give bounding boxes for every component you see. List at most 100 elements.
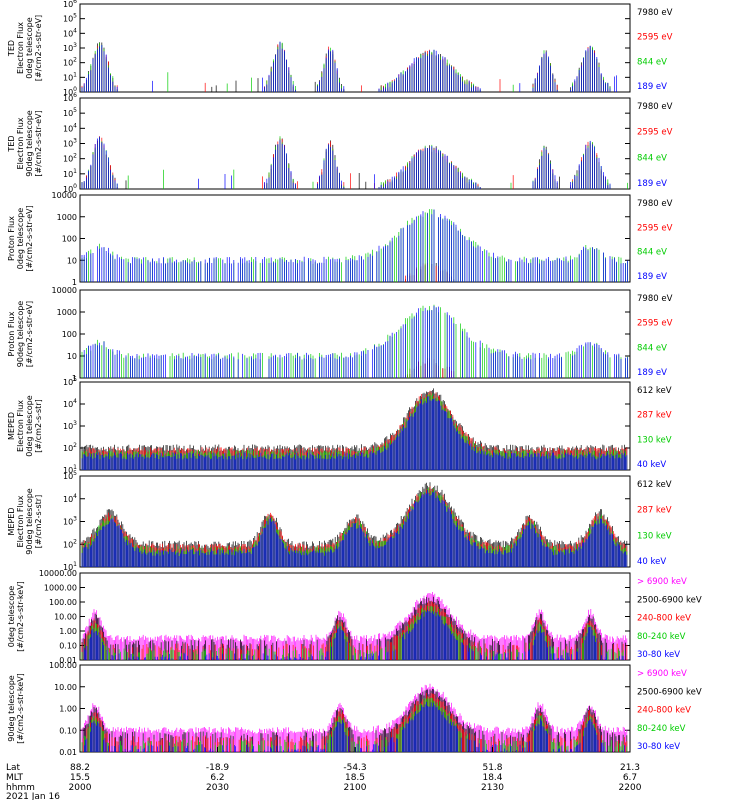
y-tick-label: 100 — [62, 330, 77, 339]
y-axis-label: MEPED — [7, 412, 16, 440]
series-trace — [84, 609, 624, 660]
y-tick-label: 101 — [63, 168, 77, 179]
legend-entry: 2595 eV — [637, 33, 673, 43]
y-axis-label: [#/cm2-s-str-eV] — [25, 205, 34, 271]
y-tick-label: 105 — [63, 376, 77, 387]
series-trace — [81, 41, 617, 92]
legend-entry: 7980 eV — [637, 102, 673, 112]
y-tick-label: 103 — [63, 420, 77, 431]
y-tick-label: 1.00 — [59, 627, 77, 636]
y-axis-label: Electron Flux — [16, 495, 25, 547]
x-tick-lat: 51.8 — [482, 763, 502, 773]
x-tick-lat: 88.2 — [70, 763, 90, 773]
legend-entry: 844 eV — [637, 57, 667, 67]
y-tick-label: 100.00 — [49, 661, 77, 670]
y-tick-label: 0.10 — [59, 726, 77, 735]
y-axis-label: 0deg telescope — [25, 17, 34, 78]
x-tick-hhmm: 2100 — [344, 783, 367, 793]
x-tick-mlt: 6.7 — [623, 773, 637, 783]
y-axis-label: [#/cm2-s-str-keV] — [16, 581, 25, 652]
x-tick-hhmm: 2030 — [206, 783, 229, 793]
legend-entry: 2595 eV — [637, 128, 673, 138]
series-trace — [81, 209, 628, 282]
y-axis-label: 0deg telescope — [7, 586, 16, 647]
y-tick-label: 1 — [72, 374, 77, 383]
y-axis-label: Electron Flux — [16, 22, 25, 74]
legend-entry: 189 eV — [637, 368, 667, 378]
y-axis-label: Proton Flux — [7, 216, 16, 261]
series-trace — [81, 42, 611, 92]
legend-entry: 240-800 keV — [637, 706, 691, 716]
y-tick-label: 1 — [72, 278, 77, 287]
y-axis-label: 90deg telescope — [16, 301, 25, 368]
y-tick-label: 104 — [63, 398, 77, 409]
series-trace — [81, 136, 611, 189]
y-tick-label: 10 — [67, 256, 77, 265]
x-tick-hhmm: 2200 — [619, 783, 642, 793]
y-tick-label: 10.00 — [54, 613, 77, 622]
legend-entry: 240-800 keV — [637, 614, 691, 624]
date-label: 2021 Jan 16 — [6, 792, 60, 800]
y-tick-label: 104 — [63, 493, 77, 504]
y-tick-label: 0.01 — [59, 656, 77, 665]
y-axis-label: Proton Flux — [7, 311, 16, 356]
legend-entry: 612 keV — [637, 386, 672, 396]
y-tick-label: 102 — [63, 538, 77, 549]
y-tick-label: 1000 — [57, 308, 77, 317]
legend-entry: 287 keV — [637, 411, 672, 421]
x-row-label: hhmm — [6, 783, 35, 793]
y-tick-label: 104 — [63, 122, 77, 133]
y-tick-label: 0.01 — [59, 748, 77, 757]
y-tick-label: 102 — [63, 442, 77, 453]
y-tick-label: 103 — [63, 42, 77, 53]
legend-entry: 189 eV — [637, 179, 667, 189]
x-row-label: Lat — [6, 763, 21, 773]
y-axis-label: 90deg telescope — [25, 110, 34, 177]
x-tick-lat: 21.3 — [620, 763, 640, 773]
y-axis-label: 0deg telescope — [25, 395, 34, 456]
legend-entry: 30-80 keV — [637, 650, 680, 660]
panel-frame — [79, 3, 631, 93]
series-trace — [81, 42, 611, 92]
y-axis-label: [#/cm2-s-str-eV] — [25, 301, 34, 367]
y-axis-label: Electron Flux — [16, 400, 25, 452]
series-trace — [81, 396, 628, 470]
y-tick-label: 104 — [63, 27, 77, 38]
x-tick-lat: -18.9 — [206, 763, 230, 773]
y-tick-label: 100 — [62, 235, 77, 244]
y-axis-label: [#/cm2-s-str] — [34, 495, 43, 548]
legend-entry: 612 keV — [637, 480, 672, 490]
y-tick-label: 106 — [63, 92, 77, 103]
legend-entry: 287 keV — [637, 506, 672, 516]
legend-entry: 2595 eV — [637, 319, 673, 329]
y-tick-label: 10.00 — [54, 683, 77, 692]
legend-entry: 80-240 keV — [637, 724, 686, 734]
legend-entry: 40 keV — [637, 460, 666, 470]
y-axis-label: [#/cm2-s-str-eV] — [34, 15, 43, 81]
panel-frame — [79, 97, 631, 190]
y-tick-label: 10 — [67, 352, 77, 361]
x-tick-hhmm: 2000 — [69, 783, 92, 793]
y-axis-label: 0deg telescope — [16, 208, 25, 269]
y-tick-label: 101 — [63, 71, 77, 82]
legend-entry: > 6900 keV — [637, 577, 687, 587]
series-trace — [81, 490, 628, 567]
x-tick-mlt: 6.2 — [210, 773, 224, 783]
legend-entry: 844 eV — [637, 153, 667, 163]
legend-entry: 40 keV — [637, 557, 666, 567]
y-tick-label: 105 — [63, 13, 77, 24]
y-tick-label: 1000 — [57, 213, 77, 222]
y-tick-label: 100 — [63, 183, 77, 194]
y-tick-label: 105 — [63, 107, 77, 118]
y-axis-label: [#/cm2-s-str-eV] — [34, 110, 43, 176]
y-tick-label: 103 — [63, 516, 77, 527]
y-axis-label: [#/cm2-s-str-keV] — [16, 673, 25, 744]
legend-entry: 7980 eV — [637, 294, 673, 304]
y-axis-label: MEPED — [7, 508, 16, 536]
series-trace — [81, 137, 611, 189]
y-tick-label: 102 — [63, 153, 77, 164]
legend-entry: 2500-6900 keV — [637, 687, 702, 697]
legend-entry: 189 eV — [637, 82, 667, 92]
y-tick-label: 101 — [63, 464, 77, 475]
x-tick-mlt: 15.5 — [70, 773, 90, 783]
